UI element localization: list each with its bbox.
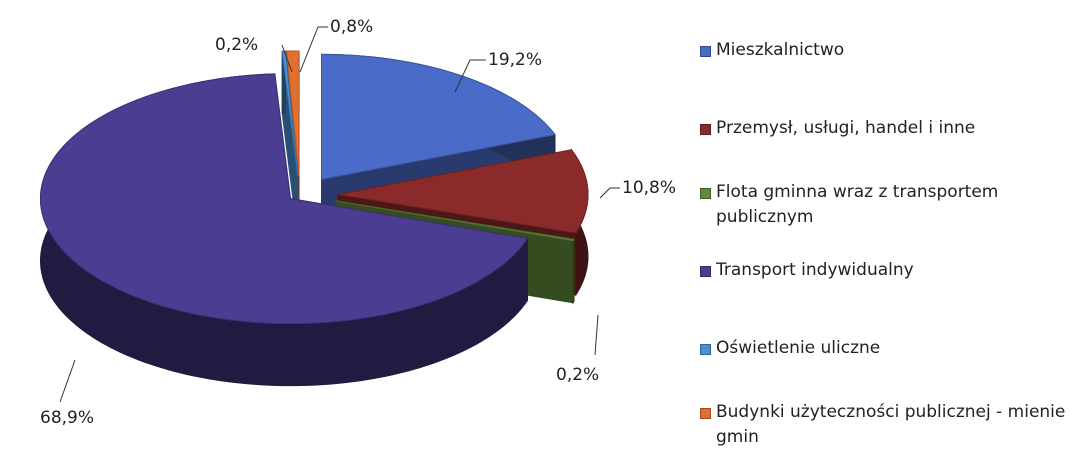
legend-item: Transport indywidualny — [700, 258, 1070, 283]
data-label: 0,8% — [330, 17, 373, 37]
legend-item: Przemysł, usługi, handel i inne — [700, 116, 1070, 141]
leader-line — [59, 359, 76, 403]
pie-slice — [336, 200, 575, 242]
leader-line — [454, 59, 486, 93]
legend-label: Flota gminna wraz z transportem publiczn… — [716, 182, 999, 227]
legend-swatch — [700, 266, 711, 277]
legend-swatch — [700, 408, 711, 419]
legend-label: Transport indywidualny — [716, 260, 914, 280]
leader-line — [594, 314, 599, 356]
legend-item: Mieszkalnictwo — [700, 38, 1070, 63]
pie-slice — [285, 50, 300, 177]
leader-line — [281, 44, 293, 73]
legend-swatch — [700, 124, 711, 135]
legend-swatch — [700, 188, 711, 199]
leader-line — [299, 26, 328, 73]
leader-line — [599, 187, 620, 199]
data-label: 10,8% — [622, 178, 676, 198]
legend-swatch — [700, 46, 711, 57]
legend-item: Flota gminna wraz z transportem publiczn… — [700, 180, 1070, 230]
chart: 19,2% 10,8% 0,2% 68,9% 0,2% 0,8% — [39, 17, 676, 428]
legend-label: Przemysł, usługi, handel i inne — [716, 118, 976, 138]
slice-wall — [572, 237, 575, 305]
data-label: 19,2% — [488, 50, 542, 70]
data-label: 68,9% — [40, 408, 94, 428]
legend-label: Mieszkalnictwo — [716, 40, 845, 60]
data-label: 0,2% — [556, 365, 599, 385]
data-label: 0,2% — [215, 35, 258, 55]
pie-slice — [321, 53, 556, 180]
pie-slice — [39, 73, 529, 325]
legend-item: Budynki użyteczności publicznej - mienie… — [700, 400, 1070, 450]
legend-swatch — [700, 344, 711, 355]
legend-label: Oświetlenie uliczne — [716, 338, 881, 358]
legend-label: Budynki użyteczności publicznej - mienie… — [716, 402, 1066, 447]
legend-item: Oświetlenie uliczne — [700, 336, 1070, 361]
pie-slice — [281, 50, 299, 177]
pie-slice — [337, 149, 589, 234]
